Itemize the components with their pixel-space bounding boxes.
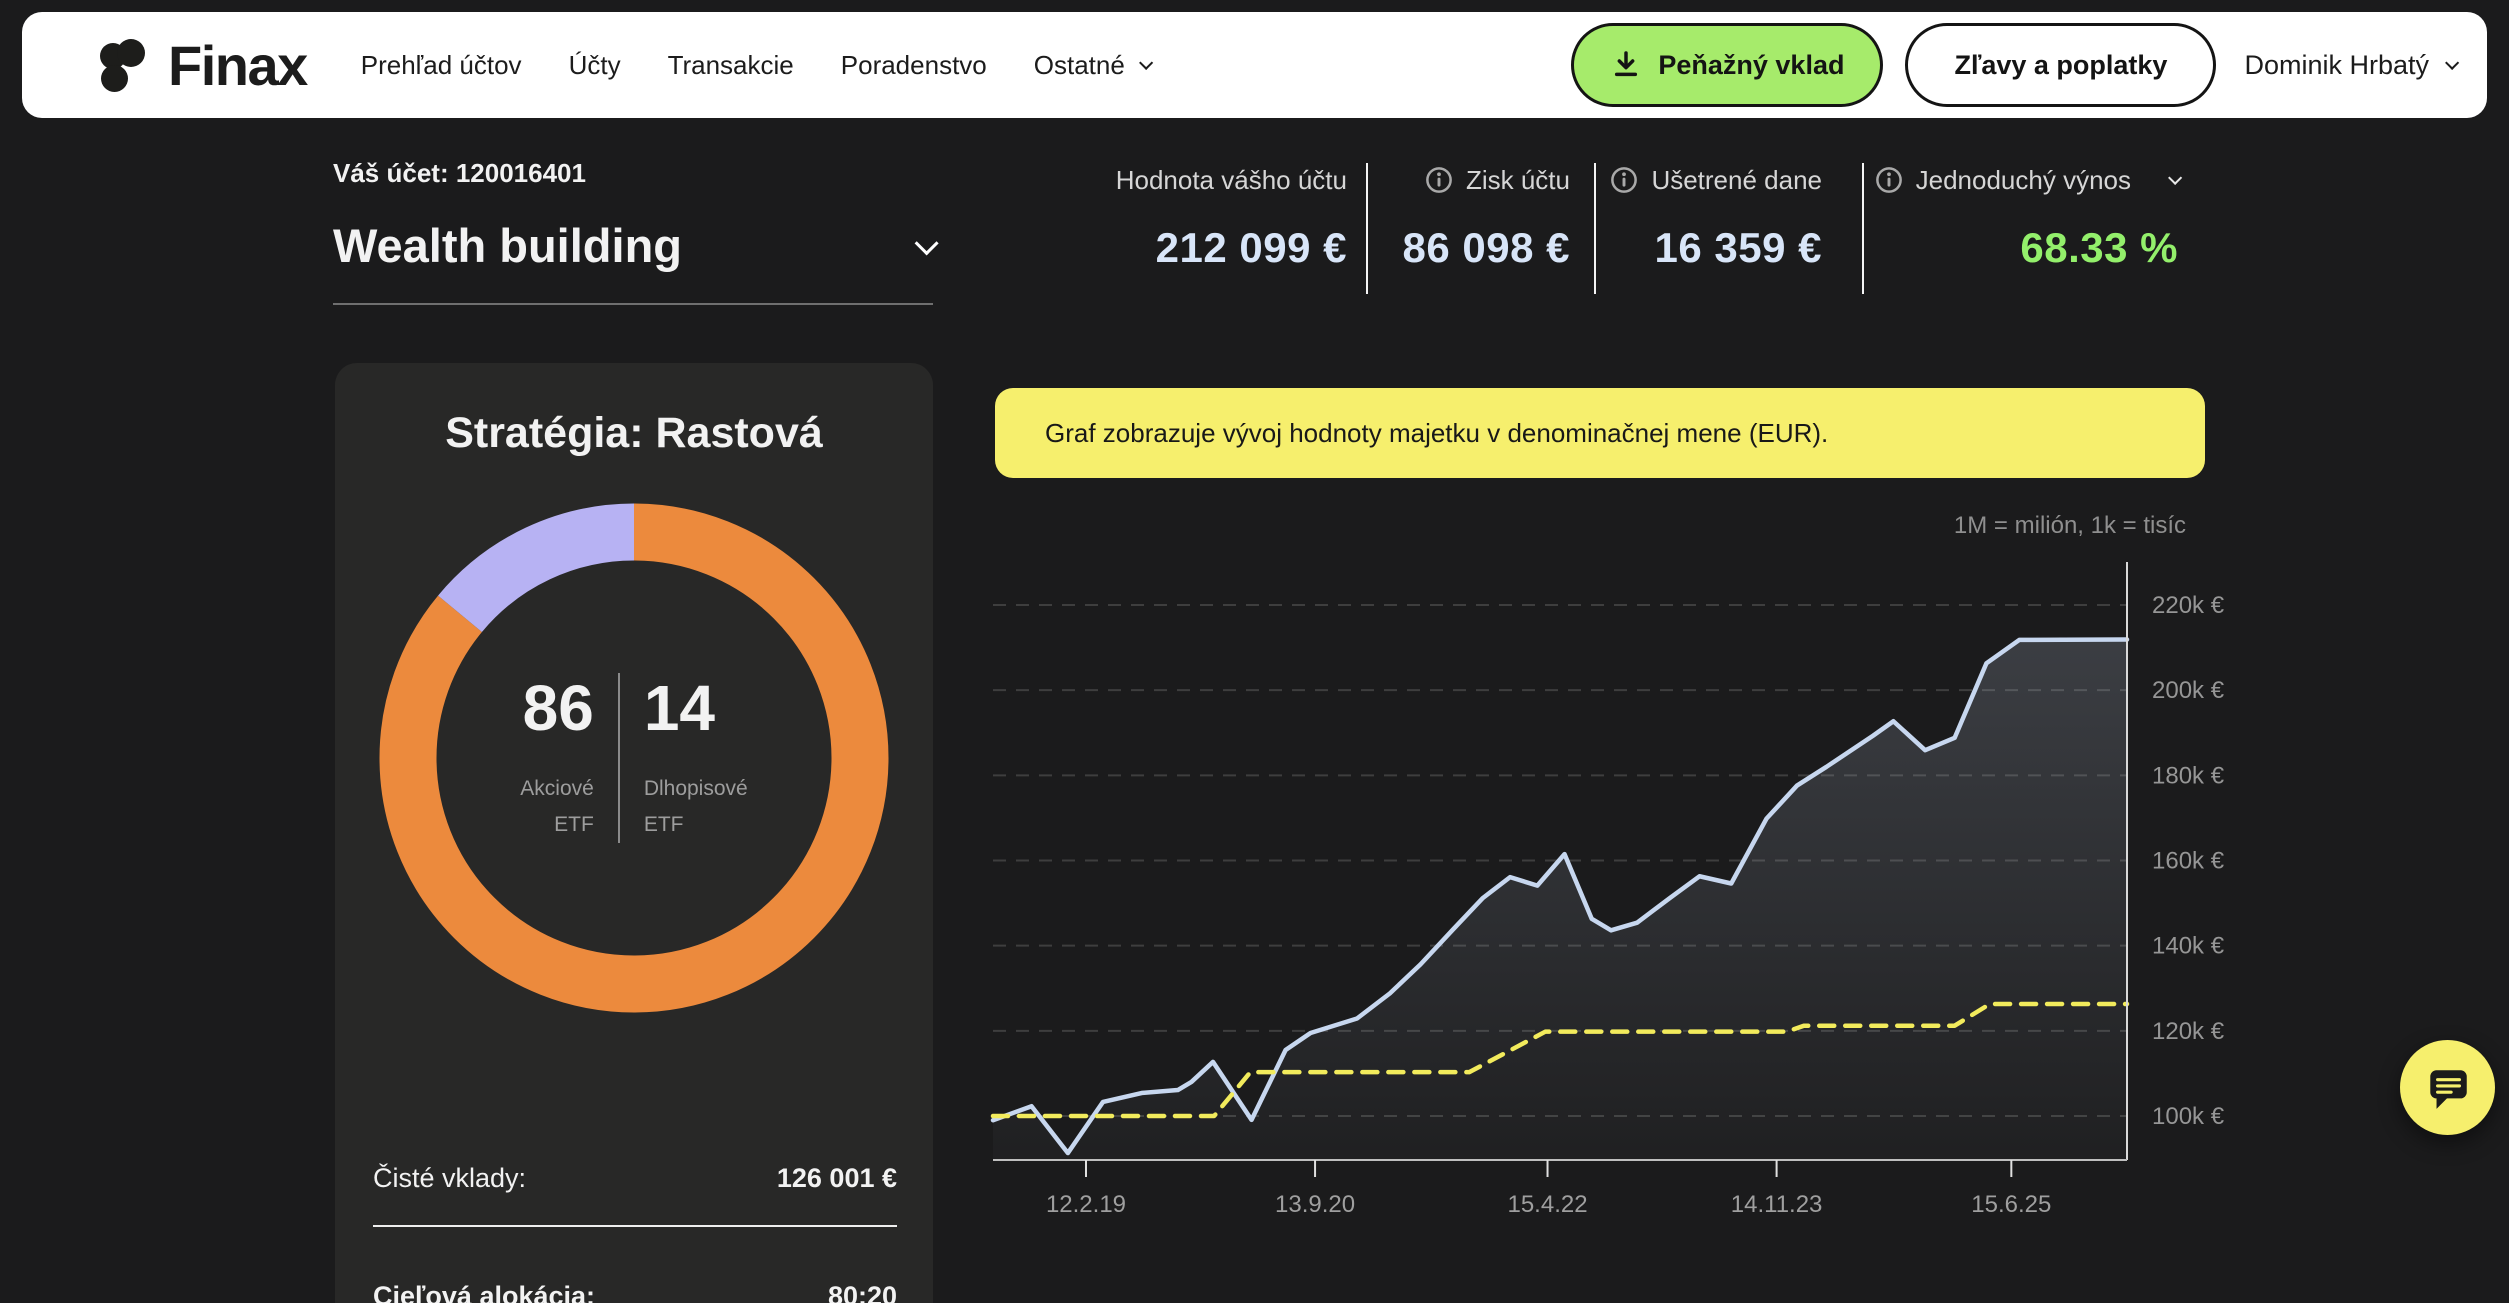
card-divider xyxy=(373,1225,897,1227)
svg-text:140k €: 140k € xyxy=(2152,933,2225,960)
svg-text:120k €: 120k € xyxy=(2152,1018,2225,1045)
nav-item-poradenstvo[interactable]: Poradenstvo xyxy=(840,49,987,80)
bonds-percentage: 14 xyxy=(643,672,715,744)
bonds-label-etf: ETF xyxy=(643,813,684,836)
stocks-label: Akciové xyxy=(520,777,594,800)
portfolio-value-chart[interactable]: 220k € 200k € 180k € 160k € 140k € 120k € 100k… xyxy=(975,550,2235,1260)
account-selector[interactable]: Wealth building xyxy=(333,218,939,273)
stat-profit-amount: 86 098 € xyxy=(1402,224,1570,271)
finax-logo-icon xyxy=(100,39,148,92)
navbar: Finax Prehľad účtov Účty Transakcie Pora… xyxy=(22,12,2487,118)
donut-center: 86 Akciové ETF 14 Dlhopisové ETF xyxy=(374,498,894,1018)
stat-simple-return: Jednoduchý výnos 68.33 % xyxy=(1875,162,2183,272)
nav-item-prehlad-uctov[interactable]: Prehľad účtov xyxy=(360,49,522,80)
nav-item-ostatne-label: Ostatné xyxy=(1033,49,1125,80)
strategy-title: Stratégia: Rastová xyxy=(445,409,823,457)
chevron-down-icon xyxy=(2445,55,2460,70)
nav-item-ucty[interactable]: Účty xyxy=(568,49,621,80)
chevron-down-icon xyxy=(914,231,939,256)
stocks-percentage: 86 xyxy=(522,672,594,744)
user-name: Dominik Hrbatý xyxy=(2244,49,2429,80)
svg-text:15.4.22: 15.4.22 xyxy=(1507,1191,1587,1218)
chart-info-banner: Graf zobrazuje vývoj hodnoty majetku v d… xyxy=(995,388,2205,478)
target-allocation-row: Cieľová alokácia: 80:20 xyxy=(373,1281,897,1303)
info-icon[interactable] xyxy=(1610,166,1638,194)
svg-text:180k €: 180k € xyxy=(2152,762,2225,789)
svg-text:13.9.20: 13.9.20 xyxy=(1275,1191,1355,1218)
main-navigation: Prehľad účtov Účty Transakcie Poradenstv… xyxy=(360,49,1154,81)
chart-units-note: 1M = milión, 1k = tisíc xyxy=(1953,512,2186,539)
finax-logo[interactable]: Finax xyxy=(100,33,308,98)
stat-saved-taxes-label: Ušetrené dane xyxy=(1651,164,1822,195)
bonds-label: Dlhopisové xyxy=(643,777,748,800)
net-deposits-label: Čisté vklady: xyxy=(373,1163,527,1193)
line-chart-svg: 220k € 200k € 180k € 160k € 140k € 120k € 100k… xyxy=(990,562,2225,1218)
discounts-button[interactable]: Zľavy a poplatky xyxy=(1905,23,2217,107)
svg-text:100k €: 100k € xyxy=(2152,1103,2225,1130)
strategy-card: Stratégia: Rastová 86 Akciové ETF 14 Dlh… xyxy=(335,363,933,1303)
donut-center-divider xyxy=(617,673,620,843)
account-selector-underline xyxy=(333,303,933,305)
info-icon[interactable] xyxy=(1425,166,1453,194)
user-menu[interactable]: Dominik Hrbatý xyxy=(2244,49,2460,81)
chat-button[interactable] xyxy=(2400,1040,2495,1135)
stocks-label-etf: ETF xyxy=(554,813,594,836)
brand-name: Finax xyxy=(168,33,308,97)
stat-saved-taxes-amount: 16 359 € xyxy=(1654,224,1822,271)
net-deposits-row: Čisté vklady: 126 001 € xyxy=(373,1163,897,1194)
stat-simple-return-label: Jednoduchý výnos xyxy=(1915,164,2131,195)
stat-account-value-amount: 212 099 € xyxy=(1155,224,1347,271)
chevron-down-icon xyxy=(1138,55,1154,70)
stat-account-value-label: Hodnota vášho účtu xyxy=(1115,164,1347,195)
stats-divider xyxy=(1594,163,1596,294)
account-number-label: Váš účet: 120016401 xyxy=(333,158,586,188)
chat-icon xyxy=(2429,1069,2467,1109)
stats-divider xyxy=(1366,163,1368,294)
nav-item-ostatne[interactable]: Ostatné xyxy=(1033,49,1154,81)
download-icon xyxy=(1615,51,1638,77)
net-deposits-value: 126 001 € xyxy=(776,1163,897,1193)
svg-text:220k €: 220k € xyxy=(2152,592,2225,619)
svg-text:200k €: 200k € xyxy=(2152,677,2225,704)
stat-saved-taxes: Ušetrené dane 16 359 € xyxy=(1610,162,1822,272)
svg-text:160k €: 160k € xyxy=(2152,848,2225,875)
allocation-donut-chart: 86 Akciové ETF 14 Dlhopisové ETF xyxy=(374,498,894,1018)
deposit-button[interactable]: Peňažný vklad xyxy=(1571,23,1884,107)
account-name: Wealth building xyxy=(333,219,682,272)
target-allocation-value: 80:20 xyxy=(827,1281,897,1303)
stat-simple-return-amount: 68.33 % xyxy=(2020,224,2178,271)
target-allocation-label: Cieľová alokácia: xyxy=(373,1281,596,1303)
stat-profit-label: Zisk účtu xyxy=(1465,164,1570,195)
donut-ring xyxy=(379,503,889,1013)
info-icon[interactable] xyxy=(1875,166,1903,194)
nav-item-transakcie[interactable]: Transakcie xyxy=(667,49,794,80)
svg-text:12.2.19: 12.2.19 xyxy=(1046,1191,1126,1218)
stat-profit: Zisk účtu 86 098 € xyxy=(1403,162,1571,272)
svg-text:14.11.23: 14.11.23 xyxy=(1731,1191,1823,1218)
chart-info-banner-text: Graf zobrazuje vývoj hodnoty majetku v d… xyxy=(1045,417,1829,448)
svg-text:15.6.25: 15.6.25 xyxy=(1971,1191,2051,1218)
deposit-button-label: Peňažný vklad xyxy=(1658,49,1845,80)
discounts-button-label: Zľavy a poplatky xyxy=(1954,49,2168,80)
chevron-down-icon[interactable] xyxy=(2168,170,2183,185)
stat-account-value: Hodnota vášho účtu 212 099 € xyxy=(1116,162,1347,272)
stats-divider xyxy=(1862,163,1864,294)
